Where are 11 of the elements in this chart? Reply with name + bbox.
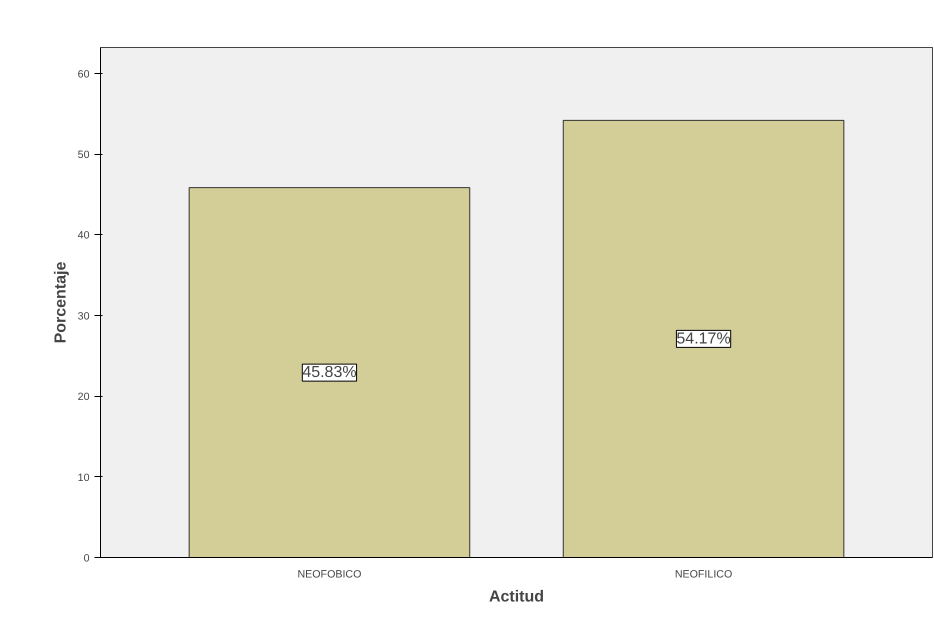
y-tick-label: 0	[84, 552, 90, 564]
x-tick-label: NEOFILICO	[674, 568, 732, 580]
x-tick-label: NEOFOBICO	[297, 568, 362, 580]
y-tick-label: 60	[78, 68, 90, 80]
y-tick-label: 50	[78, 149, 90, 162]
y-tick-label: 10	[78, 472, 90, 484]
y-tick-label: 30	[78, 310, 90, 322]
y-tick-label: 40	[78, 230, 90, 242]
y-axis-title: Porcentaje	[52, 261, 70, 344]
x-axis-title: Actitud	[488, 588, 544, 606]
y-tick-label: 20	[78, 391, 90, 404]
